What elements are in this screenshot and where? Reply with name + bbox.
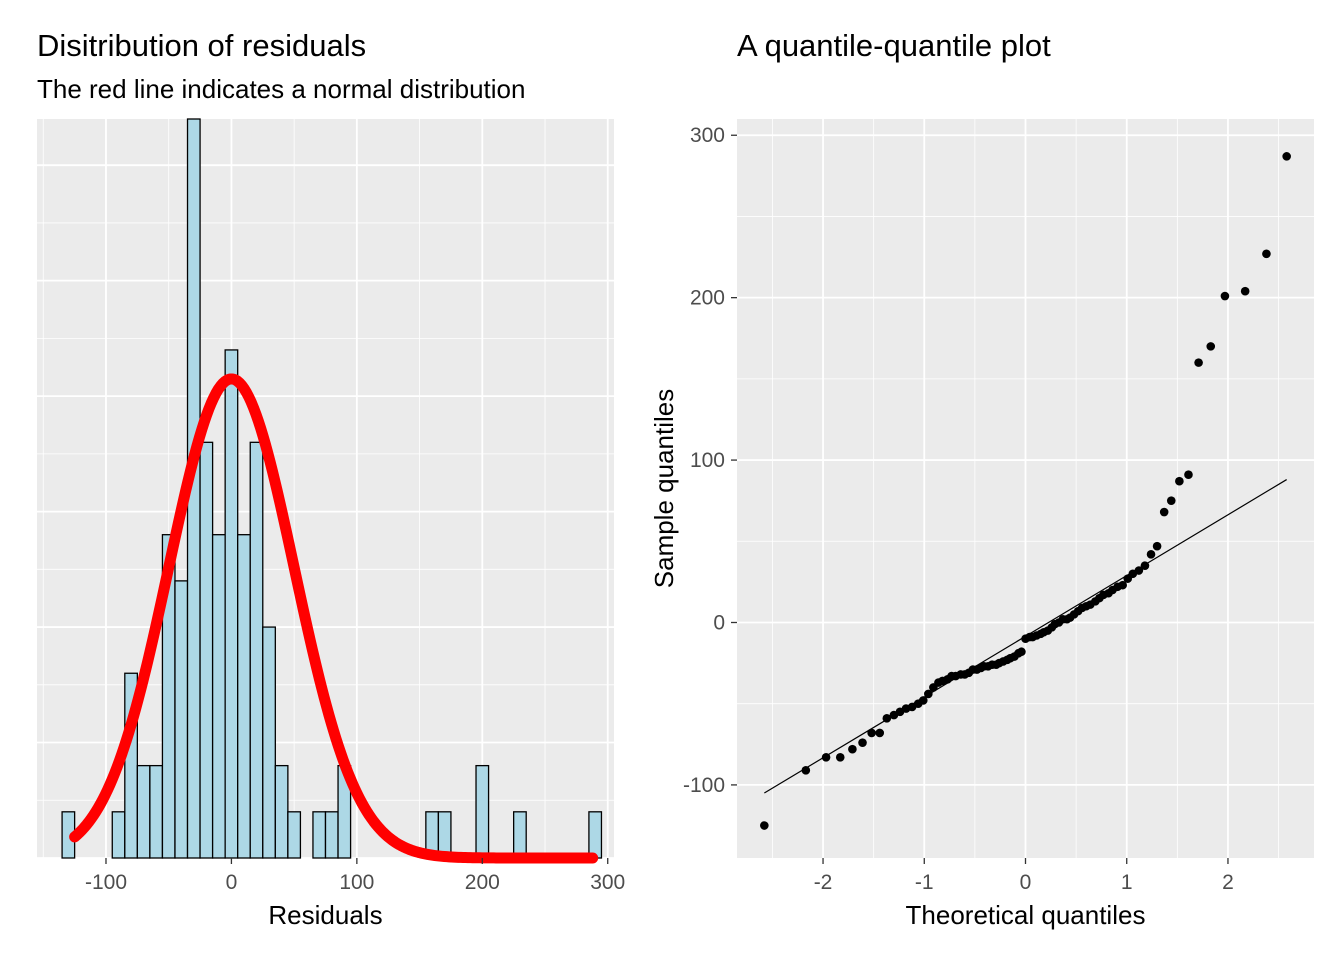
histogram-bar [199, 441, 214, 859]
histogram-bar [588, 811, 603, 859]
histogram-bar [324, 811, 339, 859]
x-tick-label: -100 [85, 871, 127, 894]
histogram-bar [249, 441, 264, 859]
qq-plot-y-axis-title: Sample quantiles [649, 389, 679, 588]
qq-point [1159, 507, 1169, 517]
normal-distribution-curve [69, 373, 599, 864]
qq-point [1175, 476, 1184, 486]
qq-points [760, 152, 1291, 830]
x-tick-label: 1 [1121, 871, 1133, 894]
qq-point [918, 696, 928, 705]
qq-plot-panel: -2 -1 0 1 2 -100 0 100 200 300 Theoretical quant… [649, 119, 1314, 930]
histogram-bars [61, 118, 603, 859]
qq-point [875, 728, 885, 738]
qq-point [835, 753, 845, 762]
x-tick-label: 100 [339, 871, 374, 894]
x-tick-label: 200 [465, 871, 500, 894]
histogram-subtitle: The red line indicates a normal distribu… [37, 74, 526, 104]
qq-plot-y-axis: -100 0 100 200 300 [683, 124, 737, 797]
qq-point [924, 689, 933, 699]
qq-point [760, 821, 769, 830]
qq-point [801, 765, 811, 775]
histogram-bar [287, 811, 302, 859]
qq-point [1240, 286, 1250, 296]
histogram-bar [224, 349, 239, 859]
histogram-bar [111, 811, 126, 859]
qq-point [1152, 541, 1162, 551]
histogram-x-axis-title: Residuals [268, 900, 382, 930]
x-tick-label: 2 [1222, 871, 1234, 894]
histogram-bar [149, 764, 164, 859]
qq-point [858, 738, 867, 747]
qq-point [848, 744, 857, 754]
x-tick-label: -1 [915, 871, 934, 894]
y-tick-label: 300 [690, 124, 725, 147]
histogram-bar [475, 764, 490, 859]
qq-plot-gridlines [737, 119, 1314, 858]
y-tick-label: 100 [690, 449, 725, 472]
qq-point [1220, 291, 1230, 301]
qq-point [1206, 342, 1216, 351]
histogram-panel: -100 0 100 200 300 Residuals [37, 118, 625, 930]
histogram-title: Disitribution of residuals [37, 28, 367, 63]
qq-point [1017, 647, 1026, 657]
qq-point [1184, 470, 1193, 479]
histogram-bar [274, 764, 289, 859]
histogram-bar [312, 811, 327, 859]
qq-point [1118, 580, 1127, 590]
qq-point [1134, 566, 1144, 575]
qq-point [882, 714, 892, 723]
qq-point [1140, 561, 1150, 570]
histogram-bar [211, 534, 226, 859]
qq-point [1262, 249, 1271, 259]
histogram-bar [262, 626, 276, 859]
x-tick-label: -2 [814, 871, 833, 894]
qq-plot-x-axis: -2 -1 0 1 2 [814, 858, 1234, 894]
qq-point [1194, 358, 1203, 367]
x-tick-label: 0 [226, 871, 238, 894]
qq-point [1166, 496, 1176, 505]
x-tick-label: 0 [1020, 871, 1032, 894]
y-tick-label: -100 [683, 774, 725, 797]
qq-point [1282, 152, 1291, 161]
qq-plot-title: A quantile-quantile plot [737, 28, 1051, 63]
histogram-bar [237, 534, 251, 859]
qq-plot-x-axis-title: Theoretical quantiles [906, 900, 1146, 930]
y-tick-label: 200 [690, 287, 725, 310]
qq-point [821, 753, 831, 762]
histogram-bar [513, 811, 527, 859]
qq-point [1146, 549, 1156, 559]
histogram-x-axis: -100 0 100 200 300 [85, 858, 625, 894]
qq-point [867, 728, 876, 738]
histogram-bar [174, 580, 189, 859]
histogram-bar [136, 764, 151, 859]
x-tick-label: 300 [590, 871, 625, 894]
y-tick-label: 0 [713, 611, 725, 634]
